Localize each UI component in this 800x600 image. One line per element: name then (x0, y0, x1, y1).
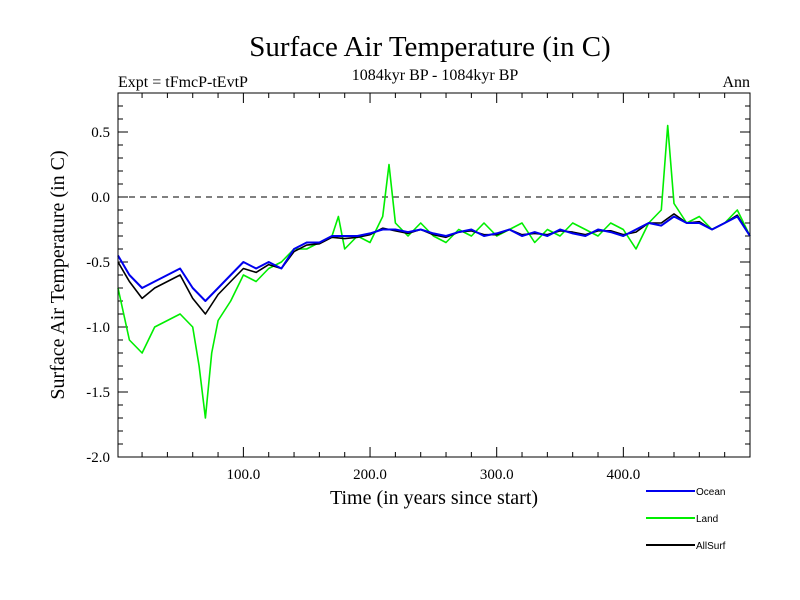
y-tick-label: -0.5 (86, 255, 110, 271)
x-tick-label: 400.0 (606, 467, 640, 483)
x-tick-label: 100.0 (227, 467, 261, 483)
y-tick-label: -1.5 (86, 385, 110, 401)
chart-subtitle: 1084kyr BP - 1084kyr BP (352, 67, 519, 84)
legend-label-ocean: Ocean (696, 487, 725, 498)
y-tick-label: 0.5 (91, 125, 110, 141)
legend-label-allsurf: AllSurf (696, 541, 726, 552)
series-line-land (117, 124, 751, 419)
legend: Ocean Land AllSurf (646, 487, 726, 552)
series-line-allsurf (117, 213, 751, 315)
legend-label-land: Land (696, 514, 718, 525)
experiment-label: Expt = tFmcP-tEvtP (118, 74, 248, 91)
season-label: Ann (722, 74, 750, 91)
data-series (117, 124, 751, 419)
y-tick-label: -2.0 (86, 450, 110, 466)
y-axis-label: Surface Air Temperature (in C) (47, 150, 69, 399)
chart-title: Surface Air Temperature (in C) (249, 31, 610, 63)
series-line-ocean (117, 215, 751, 302)
y-tick-label: 0.0 (91, 190, 110, 206)
axis-ticks: 100.0 200.0 300.0 400.0 0.5 0.0 -0.5 -1.0 -1.5 -2… (86, 92, 750, 483)
x-tick-label: 300.0 (480, 467, 514, 483)
x-axis-label: Time (in years since start) (330, 487, 538, 509)
plot-frame (117, 92, 751, 458)
y-tick-label: -1.0 (86, 320, 110, 336)
x-tick-label: 200.0 (353, 467, 387, 483)
